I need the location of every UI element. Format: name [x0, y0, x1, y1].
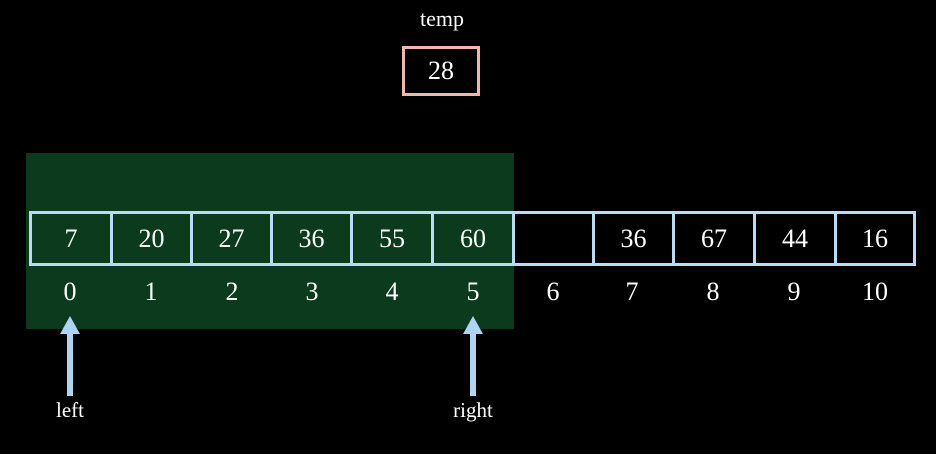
array-cell-1: 20 [110, 211, 193, 266]
array-cell-8: 67 [672, 211, 756, 266]
array-index-3: 3 [305, 277, 319, 306]
temp-box: 28 [402, 46, 480, 96]
array-index-1: 1 [144, 277, 158, 306]
array-cell-6 [512, 211, 595, 266]
array-index-8: 8 [706, 277, 720, 306]
array-cell-4: 55 [350, 211, 434, 266]
array-index-7: 7 [625, 277, 639, 306]
array-index-2: 2 [225, 277, 239, 306]
array-cell-2: 27 [190, 211, 273, 266]
array-cell-10: 16 [834, 211, 916, 266]
array-index-4: 4 [385, 277, 399, 306]
temp-label: temp [420, 6, 464, 31]
array-cell-7: 36 [592, 211, 675, 266]
array-cell-0: 7 [29, 211, 113, 266]
array-index-9: 9 [787, 277, 801, 306]
right-pointer-arrow-icon [463, 316, 483, 396]
left-pointer-label: left [56, 398, 84, 422]
left-pointer-arrow-icon [60, 316, 80, 396]
array-cell-5: 60 [431, 211, 515, 266]
array-index-5: 5 [466, 277, 480, 306]
array-index-0: 0 [63, 277, 77, 306]
array-cell-9: 44 [753, 211, 837, 266]
right-pointer-label: right [453, 398, 493, 422]
array-row: 7 20 27 36 55 60 36 67 44 16 [29, 211, 916, 266]
array-index-6: 6 [546, 277, 560, 306]
array-cell-3: 36 [270, 211, 353, 266]
array-index-10: 10 [862, 277, 888, 306]
